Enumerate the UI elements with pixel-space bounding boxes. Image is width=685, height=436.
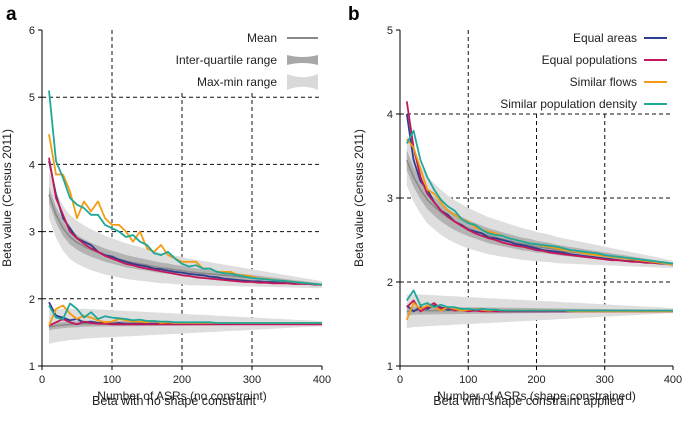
inter-quartile-range-band: [406, 150, 673, 266]
y-axis-title: Beta value (Census 2011): [0, 129, 14, 267]
series-line-similar-population-density-upper: [406, 129, 674, 265]
series-lines: [48, 90, 323, 327]
series-line-similar-population-density-lower: [48, 302, 322, 324]
y-tick-label: 4: [29, 159, 35, 171]
y-tick-label: 3: [29, 227, 35, 239]
x-tick-label: 0: [39, 374, 45, 386]
y-tick-label: 3: [387, 193, 393, 205]
series-line-equal-populations-upper: [405, 101, 674, 266]
legend-label-max-min-range: Max-min range: [197, 75, 277, 89]
y-tick-label: 2: [29, 294, 35, 306]
series-line-equal-populations-lower: [48, 318, 322, 327]
series-line-similar-population-density-lower: [406, 289, 673, 312]
y-tick-label: 5: [29, 92, 35, 104]
y-axis-title: Beta value (Census 2011): [352, 129, 366, 267]
legend-swatch-max-min-range: [287, 74, 318, 90]
x-tick-label: 400: [664, 374, 682, 386]
series-line-equal-populations-upper: [48, 157, 322, 286]
legend-label-mean: Mean: [247, 31, 277, 45]
series-line-similar-population-density-upper: [48, 90, 323, 286]
x-tick-label: 300: [243, 374, 261, 386]
series-lines: [405, 101, 674, 321]
legend-label-similar-flows: Similar flows: [570, 75, 637, 89]
x-tick-label: 0: [397, 374, 403, 386]
panel-letter: b: [348, 4, 360, 25]
x-tick-label: 400: [313, 374, 331, 386]
y-tick-label: 5: [387, 25, 393, 37]
legend: Mean Inter-quartile range Max-min range: [176, 31, 318, 90]
y-tick-label: 2: [387, 277, 393, 289]
legend: Equal areas Equal populations Similar flow…: [500, 31, 667, 111]
legend-background: [495, 26, 672, 112]
series-line-equal-areas-upper: [48, 160, 323, 286]
legend-label-equal-areas: Equal areas: [573, 31, 637, 45]
panel-caption: Beta with shape constraint applied: [433, 394, 623, 408]
y-tick-label: 1: [29, 361, 35, 373]
x-tick-label: 100: [459, 374, 477, 386]
x-axis-title: Number of ASRs (shape constrained): [437, 389, 636, 403]
y-tick-label: 4: [387, 109, 393, 121]
x-tick-label: 200: [173, 374, 191, 386]
legend-swatch-inter-quartile-range: [287, 55, 318, 65]
chart-panel-a: a 1 2 3 4 5 6 0 100 200 300 400 Number of ASRs (no c…: [0, 4, 331, 408]
x-tick-label: 200: [527, 374, 545, 386]
legend-label-similar-population-density: Similar population density: [500, 97, 637, 111]
panel-letter: a: [6, 4, 17, 25]
x-tick-label: 300: [596, 374, 614, 386]
y-tick-label: 1: [387, 361, 393, 373]
chart-panel-b: b 1 2 3 4 5 0 100 200 300 400 Number of ASRs (shape…: [348, 4, 682, 408]
x-tick-label: 100: [103, 374, 121, 386]
y-tick-label: 6: [29, 25, 35, 37]
range-bands: [406, 135, 674, 329]
panel-caption: Beta with no shape constraint: [92, 394, 257, 408]
legend-label-inter-quartile-range: Inter-quartile range: [176, 53, 278, 67]
x-axis-title: Number of ASRs (no constraint): [97, 389, 266, 403]
grid-lines: [42, 30, 322, 366]
legend-label-equal-populations: Equal populations: [542, 53, 637, 67]
